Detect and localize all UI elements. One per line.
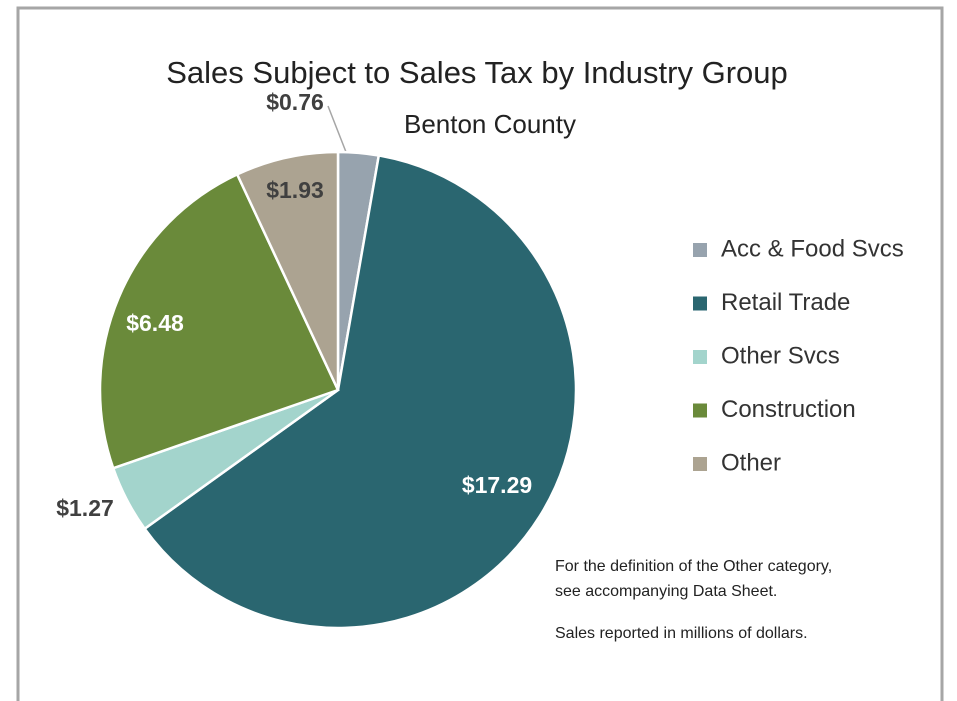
pie-slice	[142, 154, 578, 630]
data-label: $0.76	[266, 89, 324, 115]
pie-slice	[235, 150, 340, 391]
note: see accompanying Data Sheet.	[555, 583, 777, 600]
note: Sales reported in millions of dollars.	[555, 625, 808, 642]
chart-subtitle: Benton County	[404, 109, 576, 139]
data-label: $1.93	[266, 177, 324, 203]
legend-swatch	[693, 457, 707, 471]
legend-swatch	[693, 243, 707, 257]
pie-slice	[98, 172, 340, 470]
data-label: $6.48	[126, 310, 184, 336]
data-label: $17.29	[462, 472, 532, 498]
legend-label: Retail Trade	[721, 289, 850, 316]
legend-label: Other	[721, 449, 781, 476]
legend-label: Acc & Food Svcs	[721, 235, 904, 262]
legend-label: Construction	[721, 396, 856, 423]
note: For the definition of the Other category…	[555, 558, 832, 575]
legend-swatch	[693, 403, 707, 418]
chart-title: Sales Subject to Sales Tax by Industry G…	[166, 55, 787, 90]
leader-line	[327, 105, 347, 153]
legend-label: Other Svcs	[721, 342, 840, 369]
legend-swatch	[693, 296, 707, 311]
data-label: $1.27	[56, 495, 114, 521]
legend-swatch	[693, 350, 707, 364]
